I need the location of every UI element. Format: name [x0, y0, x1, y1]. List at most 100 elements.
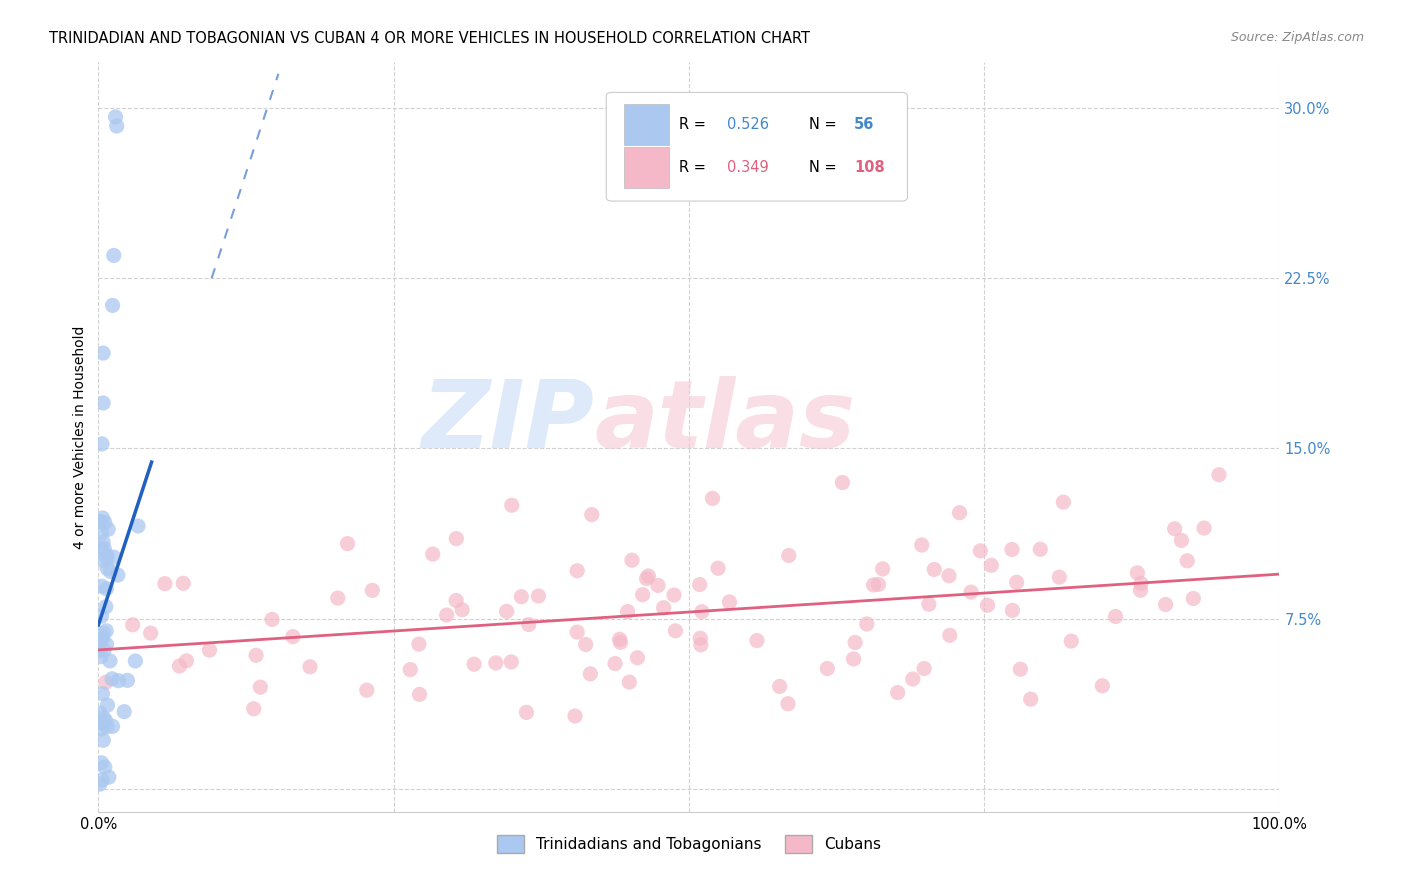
Point [636, 572, 658, 586]
Point [616, 605, 638, 619]
Text: R =: R = [679, 160, 711, 175]
Point [91, 396, 114, 410]
Point [647, 578, 669, 592]
Point [575, 638, 598, 652]
Point [1001, 542, 1024, 557]
Point [872, 562, 894, 576]
Point [91, 733, 114, 747]
Point [90, 525, 112, 540]
Point [90, 649, 112, 664]
Text: N =: N = [810, 160, 842, 175]
Point [245, 648, 267, 663]
Point [609, 632, 631, 647]
Point [93, 554, 115, 568]
Point [96, 720, 118, 734]
Point [90, 722, 112, 736]
Point [707, 561, 730, 575]
Point [198, 643, 221, 657]
Point [89, 634, 111, 648]
FancyBboxPatch shape [606, 93, 907, 201]
Point [249, 680, 271, 694]
Point [281, 630, 304, 644]
Point [631, 588, 654, 602]
Point [91, 535, 114, 549]
Point [96, 637, 118, 651]
Point [1163, 522, 1185, 536]
Point [1091, 679, 1114, 693]
Point [242, 702, 264, 716]
Point [1208, 467, 1230, 482]
Point [619, 675, 641, 690]
Point [912, 661, 935, 675]
Point [1192, 521, 1215, 535]
Point [94, 714, 117, 728]
Point [172, 576, 194, 591]
Point [603, 657, 626, 671]
Text: R =: R = [679, 117, 711, 132]
Point [446, 532, 468, 546]
Point [91, 437, 114, 451]
Y-axis label: 4 or more Vehicles in Household: 4 or more Vehicles in Household [73, 326, 87, 549]
Point [89, 706, 111, 720]
Point [112, 705, 135, 719]
Point [664, 624, 686, 638]
Point [91, 772, 114, 787]
Point [361, 583, 384, 598]
Point [1010, 662, 1032, 676]
Text: atlas: atlas [595, 376, 856, 468]
Point [1129, 583, 1152, 598]
Point [139, 626, 162, 640]
Point [96, 624, 118, 638]
Point [399, 663, 422, 677]
Point [581, 508, 603, 522]
Point [980, 558, 1002, 573]
Point [844, 635, 866, 649]
Point [408, 688, 430, 702]
Point [1052, 495, 1074, 509]
Point [901, 672, 924, 686]
Point [918, 597, 941, 611]
Point [1104, 609, 1126, 624]
Point [567, 564, 589, 578]
Point [689, 631, 711, 645]
Point [626, 650, 648, 665]
Point [117, 673, 139, 688]
Point [960, 585, 983, 599]
Point [90, 579, 112, 593]
Point [778, 549, 800, 563]
Point [104, 110, 127, 124]
Point [689, 577, 711, 591]
Point [176, 654, 198, 668]
Point [831, 475, 853, 490]
Point [948, 506, 970, 520]
Point [103, 248, 125, 262]
Point [336, 536, 359, 550]
Point [90, 541, 112, 556]
Point [1005, 575, 1028, 590]
Point [718, 595, 741, 609]
Point [98, 654, 121, 668]
Point [463, 657, 485, 672]
Point [91, 511, 114, 525]
Point [96, 551, 118, 566]
Point [93, 541, 115, 556]
Point [451, 603, 474, 617]
Point [91, 346, 114, 360]
Point [922, 562, 945, 576]
Point [101, 719, 124, 733]
Point [769, 680, 792, 694]
Point [94, 675, 117, 690]
Point [938, 568, 960, 582]
Point [842, 652, 865, 666]
Point [609, 635, 631, 649]
Point [1130, 576, 1153, 591]
Point [94, 599, 117, 614]
Point [90, 609, 112, 624]
Point [939, 628, 962, 642]
Point [495, 604, 517, 618]
Point [96, 561, 118, 575]
Point [690, 605, 713, 619]
Point [745, 633, 768, 648]
Point [1182, 591, 1205, 606]
Point [103, 550, 125, 565]
